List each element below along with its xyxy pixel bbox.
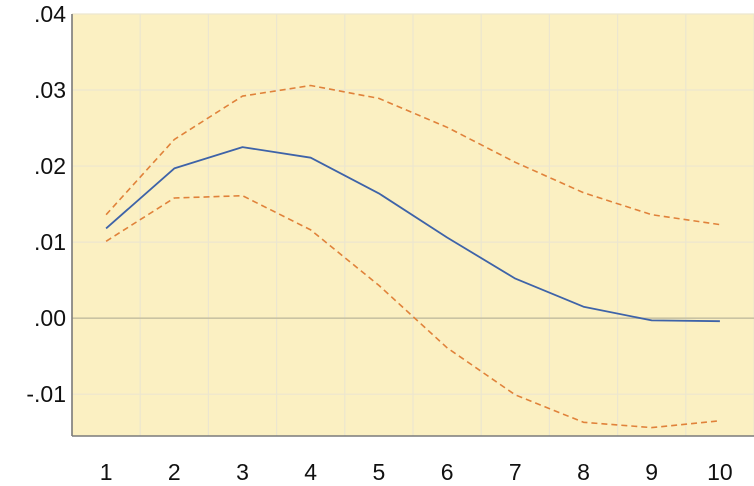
x-tick-label: 10 (707, 459, 733, 485)
y-tick-label: .02 (34, 153, 66, 179)
series-line-1 (105, 84, 721, 226)
y-tick-label: .03 (34, 77, 66, 103)
x-tick-labels: 1 2 3 4 5 6 7 8 9 10 (100, 459, 733, 485)
x-tick-label: 7 (509, 459, 522, 485)
x-tick-label: 4 (304, 459, 317, 485)
y-tick-label: .00 (34, 305, 66, 331)
x-tick-label: 6 (441, 459, 454, 485)
y-tick-label: .04 (34, 1, 66, 27)
x-tick-label: 8 (577, 459, 590, 485)
x-tick-label: 3 (236, 459, 249, 485)
grid-lines (71, 13, 754, 436)
x-tick-label: 2 (168, 459, 181, 485)
series-line-2 (105, 194, 720, 429)
y-tick-label: .01 (34, 229, 66, 255)
x-tick-label: 5 (373, 459, 386, 485)
x-tick-label: 9 (645, 459, 658, 485)
y-tick-labels: -.01 .00 .01 .02 .03 .04 (26, 1, 66, 407)
x-tick-label: 1 (100, 459, 113, 485)
series-line-0 (105, 146, 720, 323)
series-lines (105, 84, 721, 429)
y-tick-label: -.01 (26, 381, 66, 407)
